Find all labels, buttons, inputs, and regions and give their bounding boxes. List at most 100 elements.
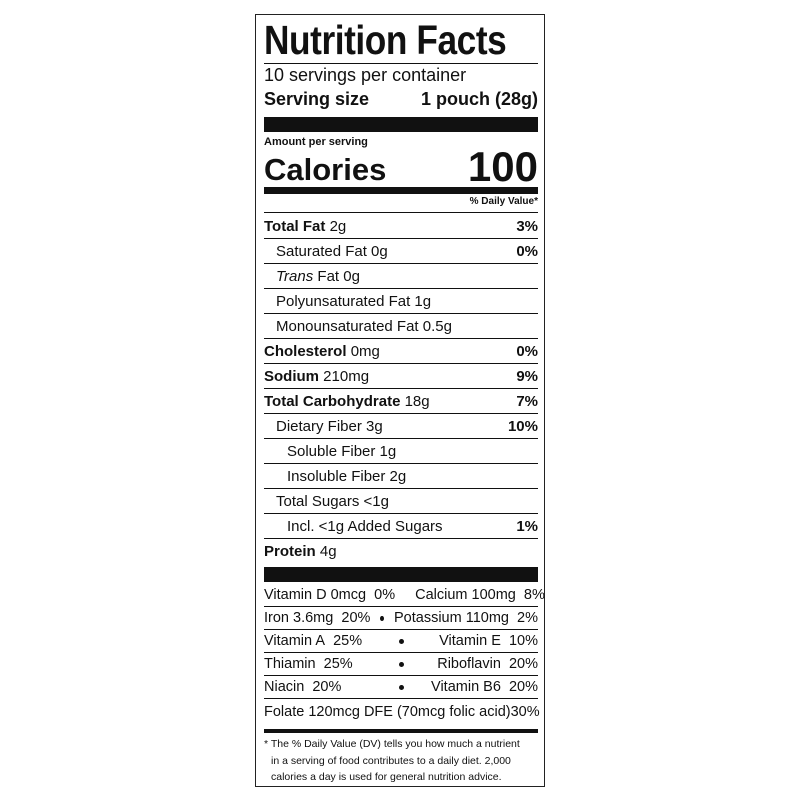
vitamin-name: Vitamin D 0mcg	[264, 587, 367, 603]
nutrient-row: Protein 4g	[264, 539, 538, 563]
nutrient-dv: 3%	[516, 217, 538, 235]
nutrient-row: Insoluble Fiber 2g	[264, 464, 538, 489]
nutrient-name: Total Sugars <1g	[276, 492, 389, 510]
vitamin-dv: 2%	[517, 610, 538, 626]
nutrient-row: Total Carbohydrate 18g 7%	[264, 389, 538, 414]
nutrient-row: Total Fat 2g 3%	[264, 214, 538, 239]
serving-size: Serving size 1 pouch (28g)	[264, 89, 538, 110]
serving-size-value: 1 pouch (28g)	[420, 89, 538, 109]
vitamin-cell: Vitamin A 25%	[264, 633, 389, 649]
vitamin-dv: 0%	[374, 587, 396, 603]
nutrient-row: Monounsaturated Fat 0.5g	[264, 314, 538, 339]
vitamin-dv: 8%	[523, 587, 545, 603]
nutrient-name: Incl. <1g Added Sugars	[287, 517, 443, 535]
vitamin-name: Vitamin A	[264, 633, 325, 649]
nutrient-dv: 9%	[516, 367, 538, 385]
nutrient-name: Protein	[264, 542, 316, 560]
rule	[264, 63, 538, 64]
vitamin-cell: Riboflavin 20%	[414, 656, 538, 672]
medium-bar	[264, 729, 538, 733]
bullet	[398, 684, 404, 690]
vitamin-cell: Potassium 110mg 2%	[394, 610, 538, 626]
amount-per-serving: Amount per serving	[264, 136, 368, 148]
vitamin-row: Iron 3.6mg 20% Potassium 110mg 2%	[264, 607, 538, 630]
folate-row: Folate 120mcg DFE (70mcg folic acid) 30%	[264, 699, 540, 724]
nutrient-amount: 210mg	[323, 367, 370, 385]
vitamin-name: Vitamin E	[439, 633, 501, 649]
thick-bar	[264, 117, 538, 132]
nutrient-rows: Total Fat 2g 3% Saturated Fat 0g 0% Trans …	[264, 214, 538, 563]
vitamin-cell: Vitamin E 10%	[414, 633, 538, 649]
serving-size-label: Serving size	[264, 89, 370, 109]
dv-header: % Daily Value*	[469, 196, 538, 207]
nutrition-label: Nutrition Facts 10 servings per containe…	[255, 14, 545, 787]
bullet	[380, 615, 384, 621]
nutrient-row: Saturated Fat 0g 0%	[264, 239, 538, 264]
footnote-line: * The % Daily Value (DV) tells you how m…	[264, 738, 520, 750]
nutrient-row: Incl. <1g Added Sugars 1%	[264, 514, 538, 539]
nutrient-name: Insoluble Fiber 2g	[287, 467, 407, 485]
calories-value: 100	[467, 143, 538, 190]
nutrient-name: Monounsaturated Fat 0.5g	[276, 317, 452, 335]
nutrient-row: Dietary Fiber 3g 10%	[264, 414, 538, 439]
nutrient-row: Soluble Fiber 1g	[264, 439, 538, 464]
vitamin-cell: Thiamin 25%	[264, 656, 389, 672]
vitamin-row: Vitamin D 0mcg 0% Calcium 100mg 8%	[264, 584, 545, 607]
vitamin-cell: Vitamin B6 20%	[414, 679, 538, 695]
vitamin-dv: 20%	[508, 656, 538, 672]
vitamin-name: Thiamin	[264, 656, 316, 672]
nutrient-amount: 18g	[404, 392, 430, 410]
vitamin-name: Riboflavin	[437, 656, 501, 672]
footnote-line: in a serving of food contributes to a da…	[271, 754, 511, 767]
servings: 10 servings per container	[264, 65, 467, 85]
nutrient-name: Polyunsaturated Fat 1g	[276, 292, 432, 310]
nutrient-row: Polyunsaturated Fat 1g	[264, 289, 538, 314]
vitamin-dv: 25%	[323, 656, 353, 672]
vitamin-dv: 20%	[341, 610, 371, 626]
nutrient-row: Trans Fat 0g	[264, 264, 538, 289]
vitamin-name: Calcium 100mg	[415, 587, 516, 603]
folate-dv: 30%	[510, 703, 540, 720]
nutrient-dv: 10%	[507, 417, 538, 435]
nutrient-name: Saturated Fat 0g	[276, 242, 388, 260]
vitamin-name: Iron 3.6mg	[264, 610, 334, 626]
nutrient-name: Sodium	[264, 367, 319, 385]
nutrient-row: Cholesterol 0mg 0%	[264, 339, 538, 364]
vitamin-cell: Vitamin D 0mcg 0%	[264, 587, 395, 603]
vitamin-name: Niacin	[264, 679, 305, 695]
vitamin-cell: Niacin 20%	[264, 679, 389, 695]
nutrient-dv: 1%	[516, 517, 538, 535]
vitamin-row: Thiamin 25% Riboflavin 20%	[264, 653, 538, 676]
nutrient-name: Dietary Fiber 3g	[276, 417, 383, 435]
vitamin-dv: 20%	[508, 679, 538, 695]
nutrient-name-italic: Trans	[276, 267, 314, 285]
footnote: * The % Daily Value (DV) tells you how m…	[264, 736, 538, 786]
vitamin-cell: Iron 3.6mg 20%	[264, 610, 370, 626]
nutrient-name: Fat 0g	[317, 267, 360, 285]
vitamin-name: Potassium 110mg	[393, 610, 509, 626]
vitamin-dv: 10%	[508, 633, 538, 649]
thick-bar	[264, 567, 538, 582]
nutrient-dv: 0%	[516, 342, 538, 360]
vitamin-row: Vitamin A 25% Vitamin E 10%	[264, 630, 538, 653]
nutrient-dv: 0%	[516, 242, 538, 260]
nutrient-row: Total Sugars <1g	[264, 489, 538, 514]
folate-name: Folate 120mcg DFE (70mcg folic acid)	[264, 703, 511, 720]
bullet	[398, 638, 404, 644]
nutrient-name: Soluble Fiber 1g	[287, 442, 397, 460]
footnote-line: calories a day is used for general nutri…	[271, 771, 502, 783]
calories: Calories 100	[264, 146, 538, 188]
vitamin-rows: Vitamin D 0mcg 0% Calcium 100mg 8% Iron 3.…	[264, 584, 545, 724]
vitamin-dv: 25%	[333, 633, 363, 649]
vitamin-row: Niacin 20% Vitamin B6 20%	[264, 676, 538, 699]
medium-bar	[264, 187, 538, 194]
vitamin-cell: Calcium 100mg 8%	[415, 587, 545, 603]
nutrient-name: Total Fat	[264, 217, 326, 235]
calories-label: Calories	[264, 152, 387, 187]
nutrient-amount: 2g	[329, 217, 347, 235]
vitamin-dv: 20%	[312, 679, 342, 695]
nutrient-amount: 4g	[319, 542, 337, 560]
bullet	[398, 661, 404, 667]
nutrient-amount: 0mg	[350, 342, 380, 360]
